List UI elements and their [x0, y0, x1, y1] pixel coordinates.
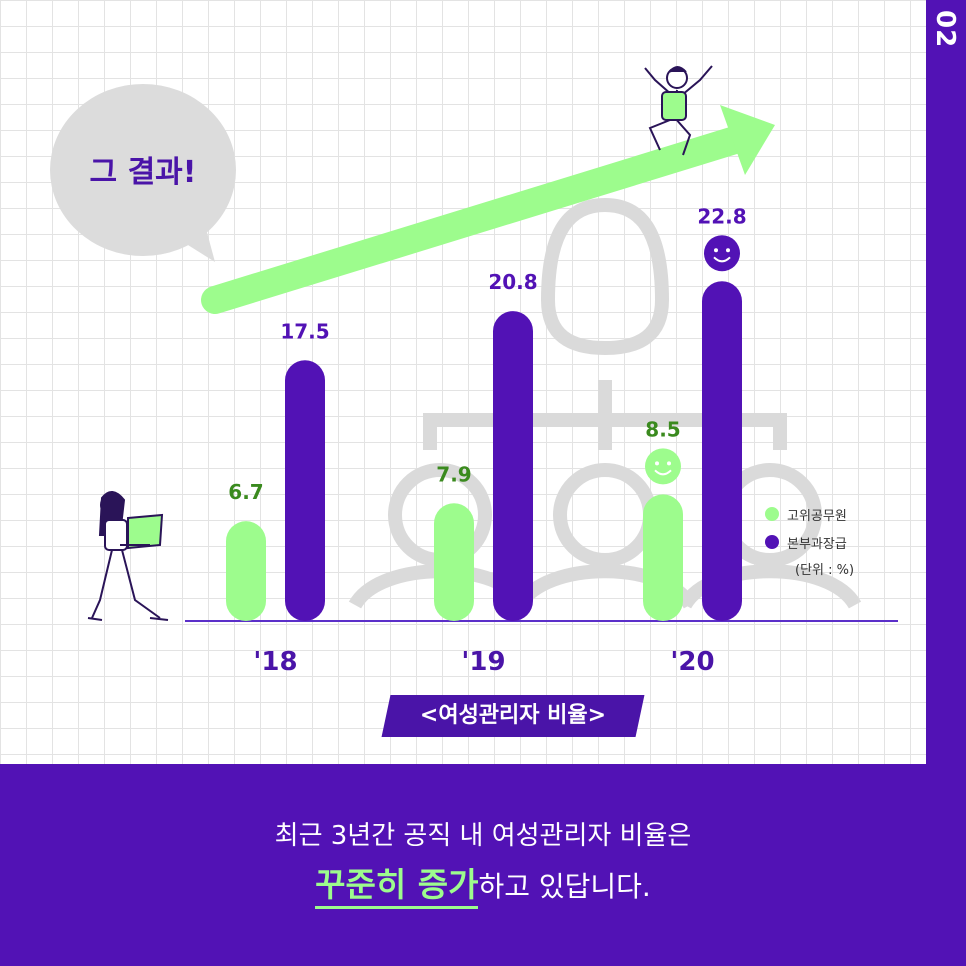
caption-line-1: 최근 3년간 공직 내 여성관리자 비율은: [274, 821, 692, 851]
category-label-20: '20: [670, 647, 714, 677]
chart-title-banner: <여성관리자 비율>: [381, 695, 645, 737]
bar-goowi-19: [434, 503, 474, 621]
bar-bonbu-19: [493, 311, 533, 621]
caption-line-2: 꾸준히 증가하고 있답니다.: [0, 858, 966, 909]
smiley-icon: [704, 235, 740, 272]
category-label-18: '18: [253, 647, 297, 677]
legend-label: 고위공무원: [787, 508, 847, 524]
page-number: 02: [930, 10, 960, 49]
value-label-bonbu-19: 20.8: [488, 270, 537, 294]
caption-band: [0, 764, 966, 966]
value-label-goowi-19: 7.9: [436, 462, 471, 486]
trend-arrow-icon: [201, 105, 775, 314]
legend-item-goowi: 고위공무원: [765, 500, 854, 528]
people-watermark-icon: [348, 197, 862, 610]
legend-item-bonbu: 본부과장급: [765, 528, 854, 556]
unit-note: (단위 : %): [795, 563, 855, 578]
smiley-icon: [645, 448, 681, 485]
legend-swatch-purple: [765, 535, 779, 549]
bubble-text: 그 결과!: [90, 155, 197, 190]
chart-legend: 고위공무원 본부과장급 (단위 : %): [765, 500, 854, 586]
value-label-goowi-18: 6.7: [228, 480, 263, 504]
bar-goowi-18: [226, 521, 266, 621]
bar-goowi-20: [643, 494, 683, 621]
jumping-person-icon: [644, 65, 713, 156]
legend-label: 본부과장급: [787, 536, 847, 552]
caption-highlight: 꾸준히 증가: [315, 865, 479, 909]
value-label-goowi-20: 8.5: [645, 417, 680, 441]
category-label-19: '19: [461, 647, 505, 677]
legend-swatch-green: [765, 507, 779, 521]
bar-bonbu-20: [702, 281, 742, 621]
value-label-bonbu-18: 17.5: [280, 319, 329, 343]
chart-title: <여성관리자 비율>: [419, 703, 607, 728]
walking-woman-laptop-icon: [87, 491, 169, 621]
bar-bonbu-18: [285, 360, 325, 621]
speech-bubble-icon: 그 결과!: [50, 84, 236, 262]
bar-chart: 그 결과! 6.7 17.5 7.9 20.8 8.5: [50, 65, 898, 677]
caption-rest: 하고 있답니다.: [478, 870, 651, 903]
value-label-bonbu-20: 22.8: [697, 204, 746, 228]
